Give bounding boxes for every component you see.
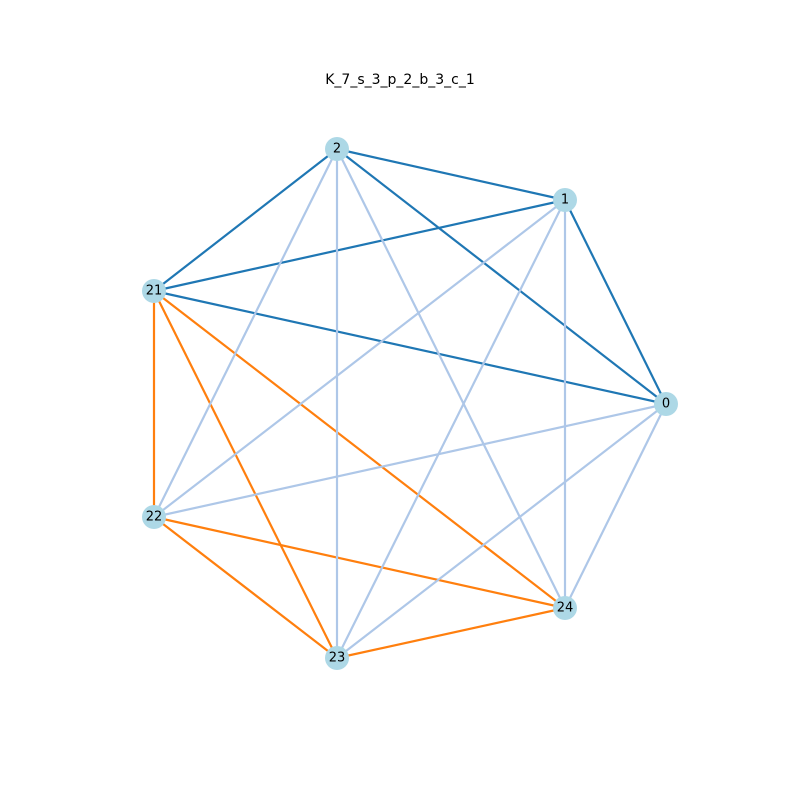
edge-0-24 xyxy=(564,403,667,609)
node-label: 2 xyxy=(333,142,341,157)
node-label: 24 xyxy=(557,601,574,616)
node-circle xyxy=(553,596,577,620)
edge-2-24 xyxy=(336,148,566,609)
node-label: 21 xyxy=(146,284,163,299)
edges-layer xyxy=(152,147,667,660)
edge-2-1 xyxy=(336,147,566,202)
node-label: 22 xyxy=(146,510,163,525)
node-2: 2 xyxy=(325,137,349,161)
node-22: 22 xyxy=(142,505,166,529)
edge-2-21 xyxy=(153,148,338,292)
node-24: 24 xyxy=(553,596,577,620)
node-circle xyxy=(553,188,577,212)
node-label: 1 xyxy=(561,193,569,208)
node-1: 1 xyxy=(553,188,577,212)
edge-1-0 xyxy=(564,199,667,405)
node-circle xyxy=(142,279,166,303)
edge-22-23 xyxy=(153,516,338,659)
node-label: 23 xyxy=(329,651,346,666)
edge-0-23 xyxy=(336,403,667,659)
node-circle xyxy=(325,646,349,670)
edge-2-22 xyxy=(153,148,338,518)
node-circle xyxy=(325,137,349,161)
edge-0-22 xyxy=(153,402,667,519)
edge-21-0 xyxy=(153,289,667,406)
node-circle xyxy=(142,505,166,529)
node-0: 0 xyxy=(654,392,678,416)
edge-1-23 xyxy=(336,199,566,659)
graph-title: K_7_s_3_p_2_b_3_c_1 xyxy=(325,72,475,88)
edge-1-22 xyxy=(153,199,566,518)
node-label: 0 xyxy=(662,397,670,412)
edge-21-24 xyxy=(153,290,566,609)
node-21: 21 xyxy=(142,279,166,303)
edge-1-21 xyxy=(153,198,566,293)
edge-22-24 xyxy=(153,515,566,610)
node-23: 23 xyxy=(325,646,349,670)
edge-2-0 xyxy=(336,148,667,405)
nodes-layer: 0 1 2 21 22 23 24 xyxy=(142,137,678,670)
edge-21-23 xyxy=(153,290,338,659)
edge-23-24 xyxy=(336,606,566,660)
node-circle xyxy=(654,392,678,416)
